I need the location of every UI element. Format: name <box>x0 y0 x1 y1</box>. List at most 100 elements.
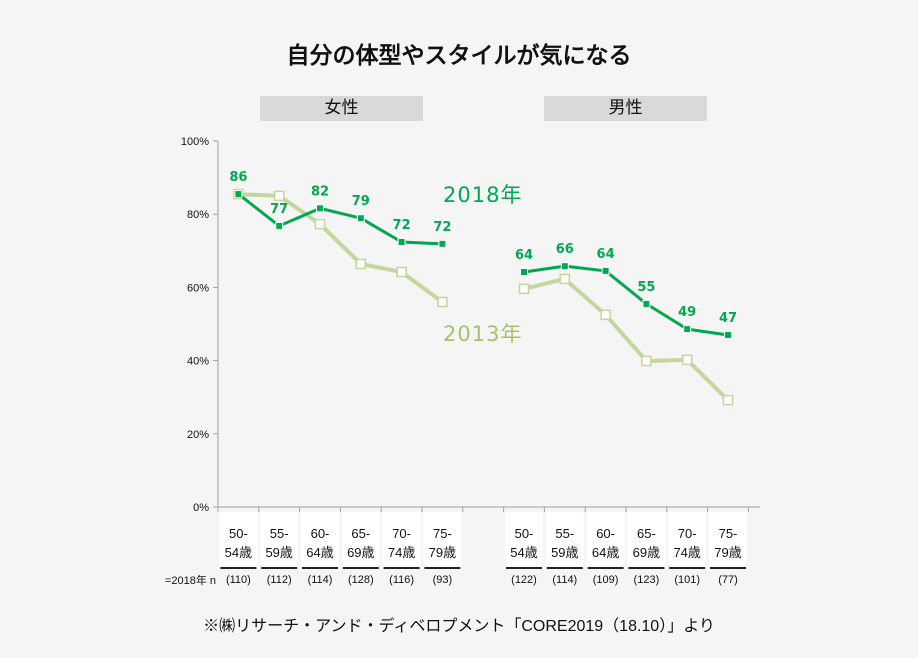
category-cell <box>709 512 747 568</box>
category-cell <box>586 512 625 568</box>
category-label-line1: 60- <box>311 526 330 541</box>
category-cell <box>423 512 462 568</box>
series-2013-point <box>273 190 285 202</box>
n-value: (93) <box>433 574 453 586</box>
category-label-line1: 65- <box>637 526 656 541</box>
n-label: 2018年 n= <box>164 575 216 587</box>
n-value: (123) <box>634 574 660 586</box>
series-2013-point <box>600 309 611 321</box>
chart-title: 自分の体型やスタイルが気になる <box>286 43 632 69</box>
y-tick-label: 100% <box>181 136 209 148</box>
n-value: (101) <box>674 574 700 586</box>
data-label: 55 <box>637 280 655 295</box>
category-label-line1: 75- <box>433 526 452 541</box>
n-value: (116) <box>389 574 414 586</box>
n-value: (114) <box>552 574 577 586</box>
category-label-line1: 55- <box>555 526 574 541</box>
series-2013-point <box>355 258 367 270</box>
series-2018-point <box>316 204 324 213</box>
category-label-line1: 55- <box>270 526 289 541</box>
data-label: 77 <box>270 202 288 217</box>
y-tick-label: 60% <box>187 282 209 294</box>
data-label: 47 <box>719 311 737 326</box>
series-2013-point <box>314 218 326 230</box>
category-label-line1: 65- <box>351 526 370 541</box>
category-cell <box>301 512 339 568</box>
series-2018-line <box>237 192 443 246</box>
panel-header-male: 男性 <box>544 96 707 121</box>
category-label-line2: 74歳 <box>388 545 415 560</box>
series-2018-point <box>438 239 447 248</box>
category-label-line2: 79歳 <box>429 545 456 560</box>
category-cell <box>545 512 584 568</box>
series-2013-line <box>238 192 444 304</box>
series-2013-point <box>681 354 693 366</box>
category-cell <box>219 512 258 568</box>
category-cell <box>668 512 707 568</box>
y-tick-label: 20% <box>187 429 209 441</box>
n-value: (109) <box>593 574 619 586</box>
category-label-line1: 50- <box>515 526 534 541</box>
category-label-line1: 75- <box>719 526 738 541</box>
data-label: 72 <box>393 218 411 233</box>
category-label-line2: 64歳 <box>592 545 619 560</box>
category-label-line2: 54歳 <box>225 545 252 560</box>
data-label: 82 <box>311 184 329 199</box>
category-label-line1: 70- <box>392 526 411 541</box>
y-tick-label: 40% <box>187 356 209 368</box>
series-2013-point <box>437 296 448 308</box>
n-value: (128) <box>348 574 374 586</box>
series-2018-point <box>234 190 243 199</box>
source-note: ※㈱リサーチ・アンド・ディベロプメント「CORE2019（18.10）」より <box>203 618 715 635</box>
series-label-2018: 2018年 <box>443 183 522 207</box>
category-label-line2: 69歳 <box>633 545 660 560</box>
data-label: 49 <box>678 305 696 320</box>
n-value: (110) <box>226 574 251 586</box>
series-2013-point <box>559 273 571 285</box>
series-2013-line <box>523 276 730 402</box>
y-tick-label: 0% <box>193 502 209 514</box>
category-label-line2: 79歳 <box>714 545 741 560</box>
series-2018-line <box>523 264 729 337</box>
category-label-line2: 64歳 <box>306 545 333 560</box>
series-2018-point <box>642 299 651 308</box>
n-value: (122) <box>511 574 537 586</box>
data-label: 64 <box>515 248 533 263</box>
y-tick-label: 80% <box>187 209 209 221</box>
panel-header-female: 女性 <box>260 96 423 121</box>
n-value: (114) <box>308 574 333 586</box>
data-label: 64 <box>597 247 615 262</box>
category-cell <box>341 512 380 568</box>
data-label: 79 <box>352 194 370 209</box>
data-label: 86 <box>229 170 247 185</box>
series-label-2013: 2013年 <box>443 322 522 346</box>
series-2013-point <box>722 394 734 406</box>
series-2013-point <box>396 266 407 278</box>
category-label-line2: 59歳 <box>265 545 292 560</box>
series-2018-point <box>560 262 569 271</box>
series-2018-point <box>683 325 692 334</box>
category-label-line2: 54歳 <box>510 545 537 560</box>
category-label-line1: 60- <box>596 526 615 541</box>
category-cell <box>627 512 666 568</box>
series-2018-point <box>724 330 732 339</box>
series-2018-point <box>397 238 406 247</box>
category-label-line1: 50- <box>229 526 248 541</box>
series-2018-point <box>601 266 610 275</box>
category-cell <box>505 512 543 568</box>
series-2013-point <box>641 355 652 367</box>
category-cell <box>382 512 421 568</box>
category-label-line2: 74歳 <box>673 545 700 560</box>
data-label: 72 <box>433 220 451 235</box>
category-label-line2: 69歳 <box>347 545 374 560</box>
category-cell <box>260 512 299 568</box>
data-label: 66 <box>556 242 574 257</box>
n-value: (77) <box>718 574 738 586</box>
series-2018-point <box>356 214 365 223</box>
n-value: (112) <box>267 574 292 586</box>
category-label-line2: 59歳 <box>551 545 578 560</box>
series-2018-point <box>520 268 528 277</box>
category-label-line1: 70- <box>678 526 697 541</box>
series-2013-point <box>518 283 530 295</box>
